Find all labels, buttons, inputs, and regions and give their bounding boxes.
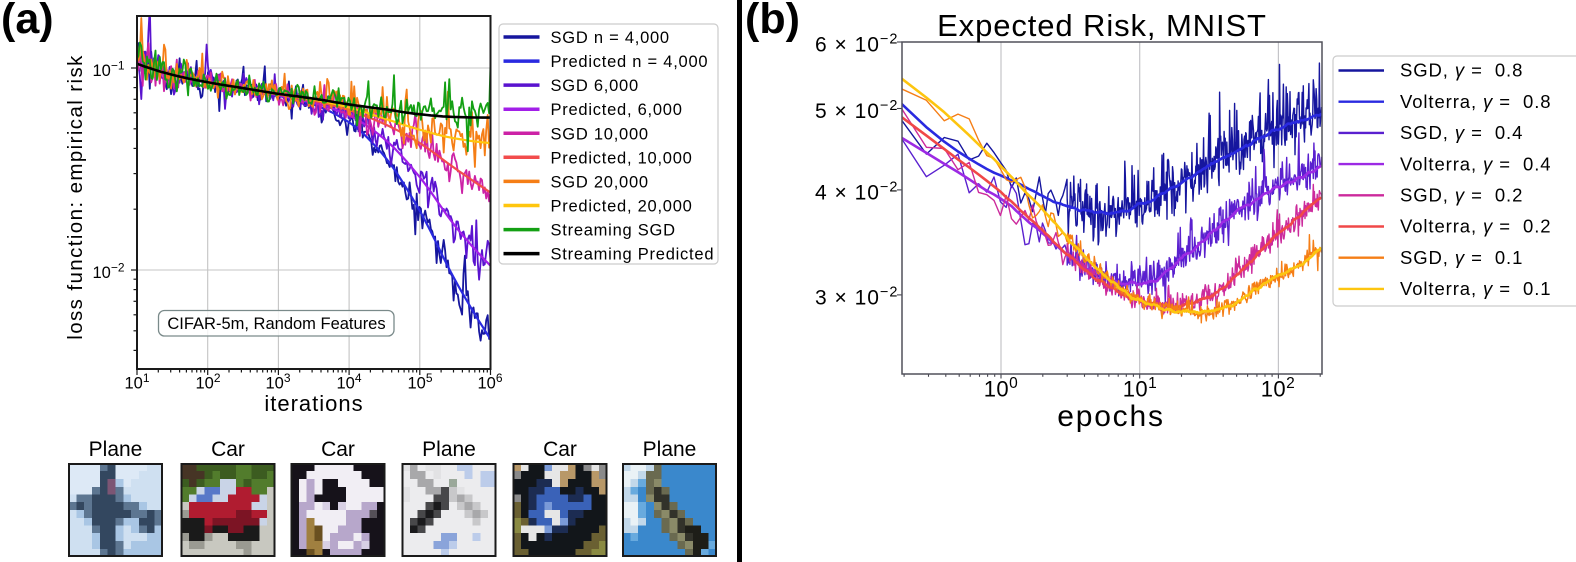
svg-text:(b): (b) <box>745 0 800 43</box>
svg-text:loss function: empirical risk: loss function: empirical risk <box>64 54 87 340</box>
svg-text:SGD n = 4,000: SGD n = 4,000 <box>551 29 670 47</box>
svg-text:SGD, γ = 0.8: SGD, γ = 0.8 <box>1400 60 1523 81</box>
svg-text:Streaming Predicted: Streaming Predicted <box>551 246 715 264</box>
svg-text:Volterra, γ = 0.4: Volterra, γ = 0.4 <box>1400 153 1551 174</box>
svg-text:SGD 10,000: SGD 10,000 <box>551 125 649 143</box>
svg-text:SGD, γ = 0.2: SGD, γ = 0.2 <box>1400 185 1523 206</box>
svg-text:Predicted, 20,000: Predicted, 20,000 <box>551 198 693 216</box>
svg-text:Car: Car <box>321 438 355 461</box>
svg-text:CIFAR-5m, Random Features: CIFAR-5m, Random Features <box>167 315 385 333</box>
svg-text:Car: Car <box>543 438 577 461</box>
svg-text:Volterra, γ = 0.8: Volterra, γ = 0.8 <box>1400 91 1551 112</box>
svg-text:Plane: Plane <box>643 438 697 461</box>
svg-text:Predicted n = 4,000: Predicted n = 4,000 <box>551 53 709 71</box>
svg-text:SGD 6,000: SGD 6,000 <box>551 77 639 95</box>
svg-text:(a): (a) <box>1 0 54 43</box>
svg-text:Streaming SGD: Streaming SGD <box>551 222 676 240</box>
svg-text:SGD, γ = 0.4: SGD, γ = 0.4 <box>1400 122 1523 143</box>
svg-text:Predicted, 6,000: Predicted, 6,000 <box>551 101 683 119</box>
svg-text:Car: Car <box>211 438 245 461</box>
svg-text:Expected Risk, MNIST: Expected Risk, MNIST <box>937 8 1267 43</box>
svg-text:Predicted, 10,000: Predicted, 10,000 <box>551 149 693 167</box>
svg-text:Volterra, γ = 0.1: Volterra, γ = 0.1 <box>1400 278 1551 299</box>
svg-text:Plane: Plane <box>422 438 476 461</box>
svg-text:102: 102 <box>1261 375 1296 402</box>
svg-text:4 × 10−2: 4 × 10−2 <box>815 179 899 204</box>
svg-text:SGD 20,000: SGD 20,000 <box>551 173 649 191</box>
svg-text:Volterra, γ = 0.2: Volterra, γ = 0.2 <box>1400 216 1551 237</box>
svg-text:Plane: Plane <box>89 438 143 461</box>
svg-text:SGD, γ = 0.1: SGD, γ = 0.1 <box>1400 247 1523 268</box>
svg-text:iterations: iterations <box>264 391 363 416</box>
svg-text:epochs: epochs <box>1057 400 1165 433</box>
